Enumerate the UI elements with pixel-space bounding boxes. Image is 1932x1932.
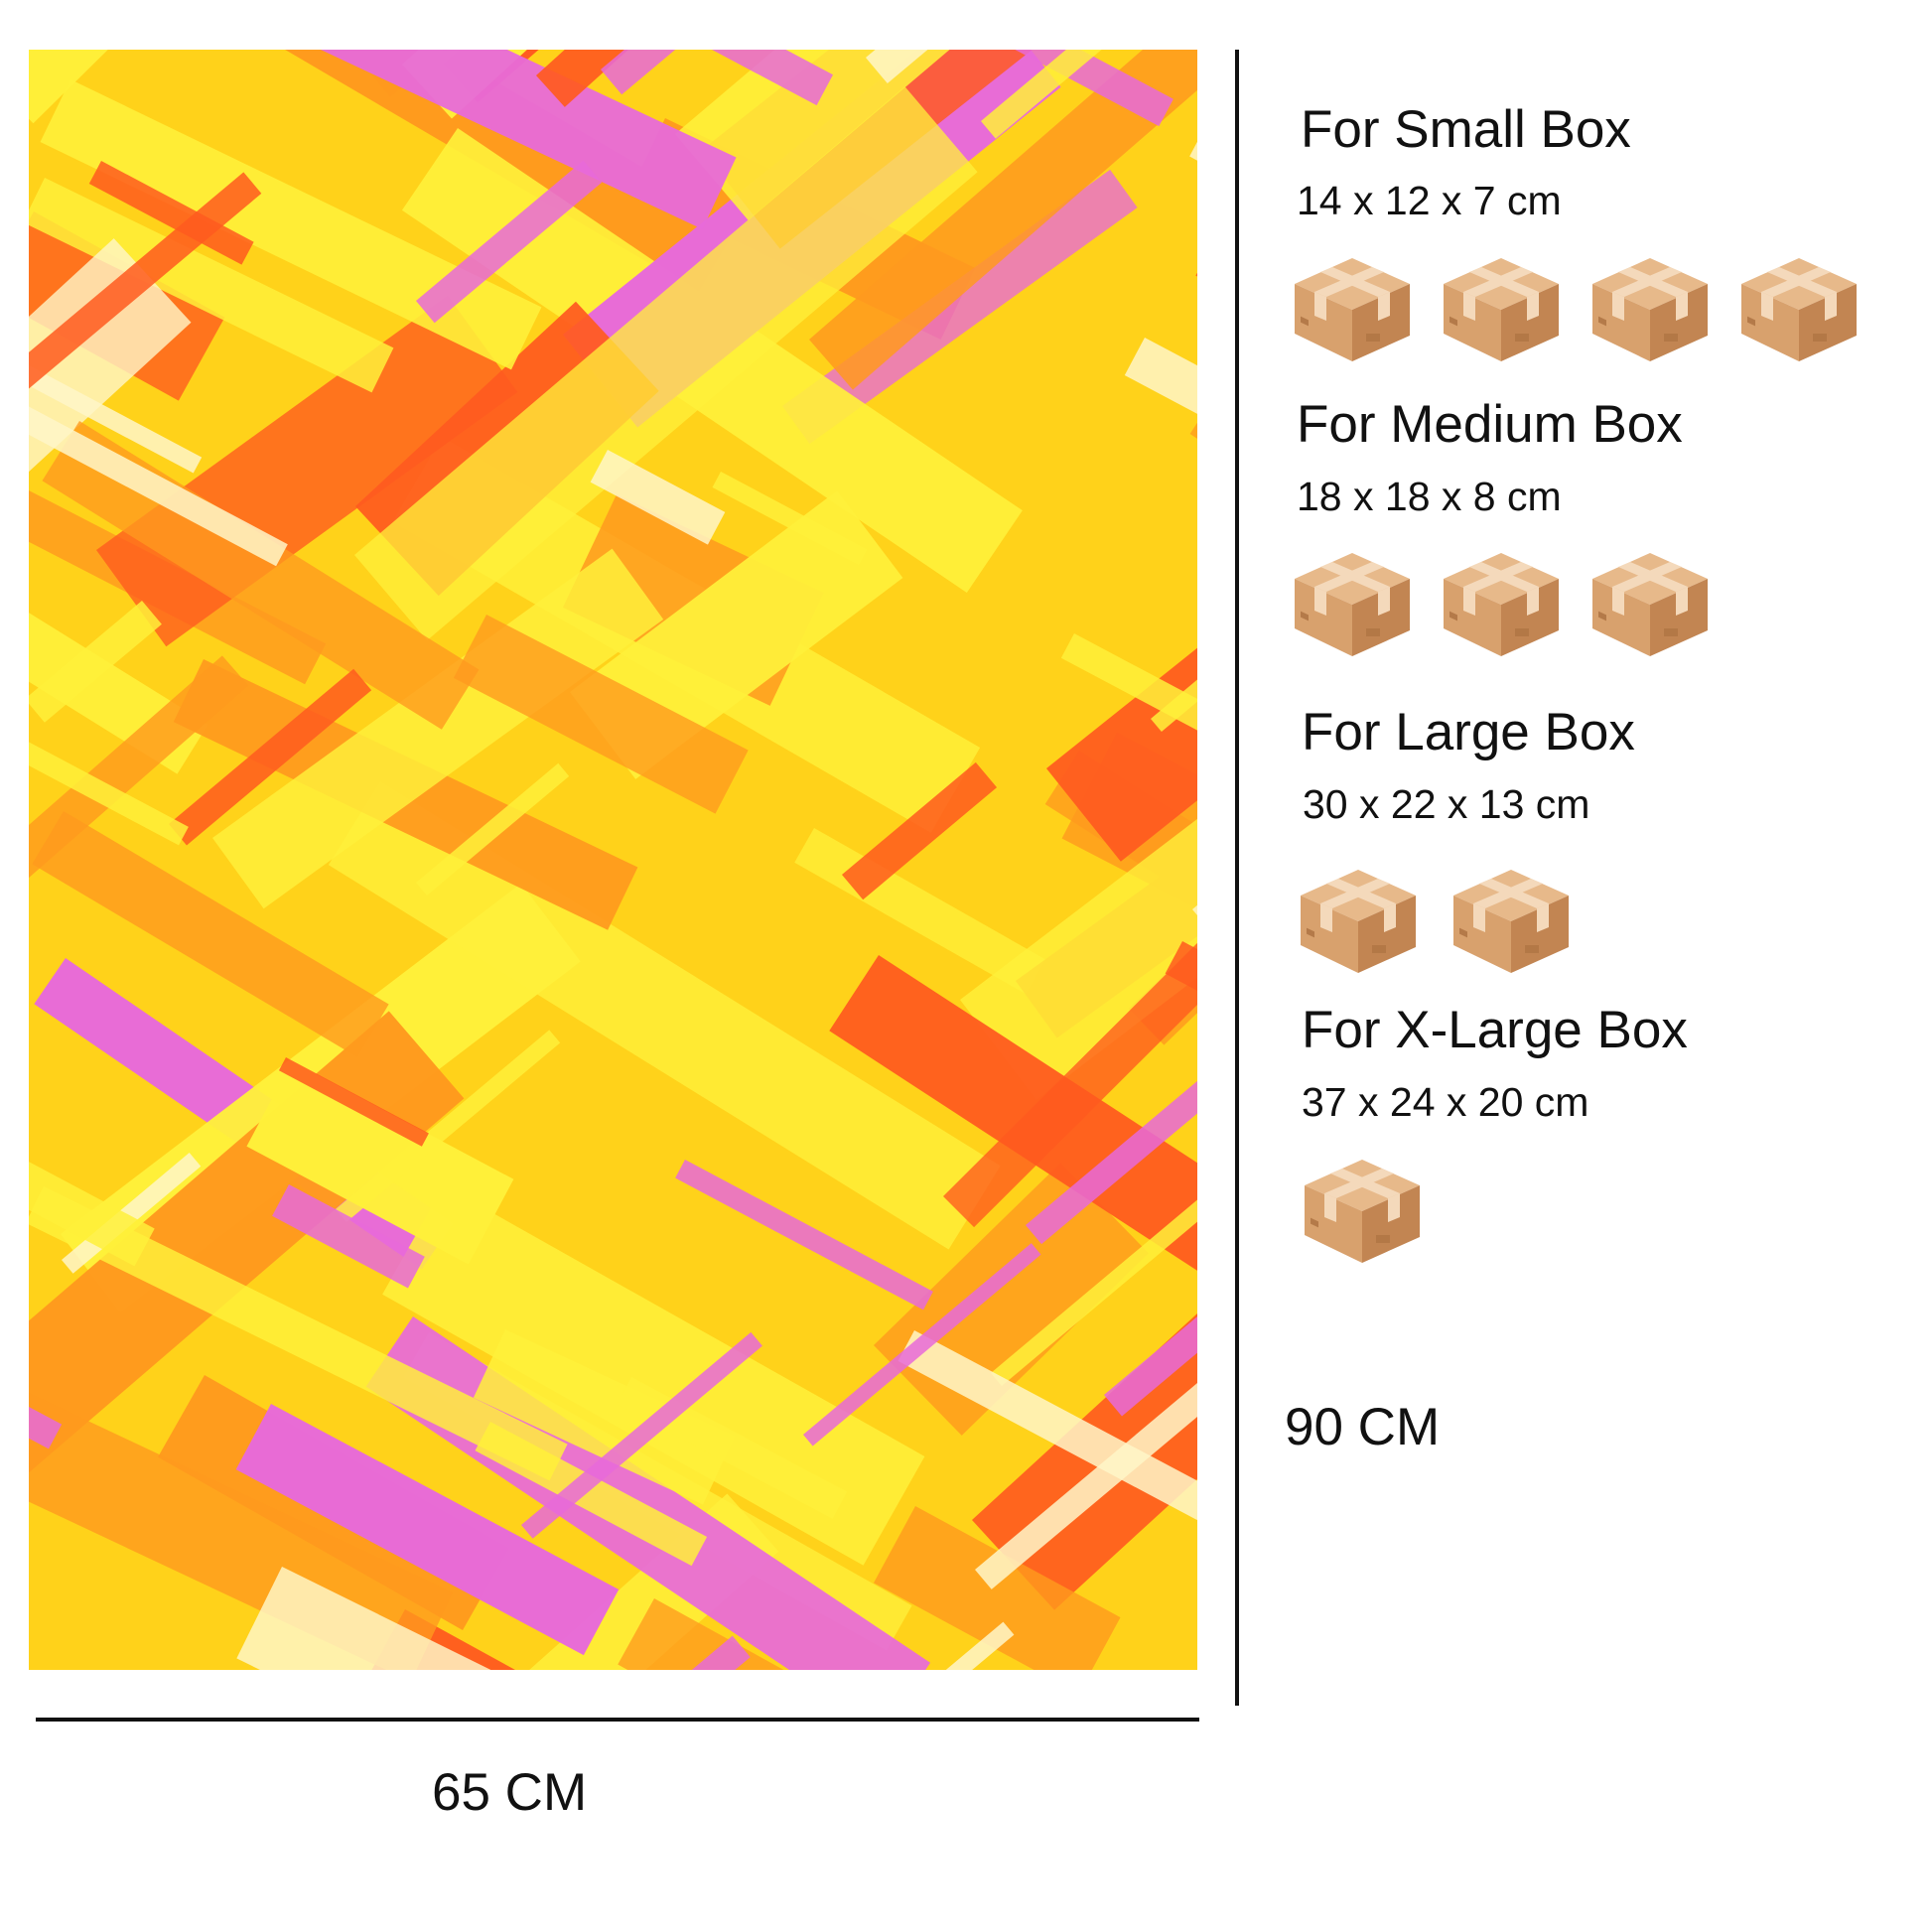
section-title-small: For Small Box (1301, 100, 1631, 159)
cardboard-box-icon (1453, 870, 1569, 973)
brush-stroke-pattern (29, 50, 1197, 1670)
section-size-large: 30 x 22 x 13 cm (1303, 781, 1590, 827)
cardboard-box-icon (1741, 258, 1857, 361)
box-icons-medium (1291, 549, 1712, 660)
cardboard-box-icon (1592, 258, 1708, 361)
height-label: 90 CM (1285, 1398, 1441, 1456)
width-label: 65 CM (432, 1763, 588, 1822)
height-dimension-line (1235, 50, 1239, 1706)
cardboard-box-icon (1592, 553, 1708, 656)
cardboard-box-icon (1295, 258, 1410, 361)
box-icons-large (1297, 866, 1573, 977)
section-size-xlarge: 37 x 24 x 20 cm (1302, 1079, 1589, 1125)
box-icons-small (1291, 254, 1861, 365)
cardboard-box-icon (1305, 1160, 1420, 1263)
section-title-medium: For Medium Box (1297, 395, 1683, 454)
section-size-small: 14 x 12 x 7 cm (1297, 178, 1562, 223)
cardboard-box-icon (1295, 553, 1410, 656)
section-title-xlarge: For X-Large Box (1302, 1001, 1688, 1059)
cardboard-box-icon (1301, 870, 1416, 973)
box-icons-xlarge (1301, 1156, 1424, 1267)
wrapping-paper-pattern (29, 50, 1197, 1670)
cardboard-box-icon (1444, 553, 1559, 656)
section-title-large: For Large Box (1302, 703, 1635, 761)
section-size-medium: 18 x 18 x 8 cm (1297, 474, 1562, 519)
cardboard-box-icon (1444, 258, 1559, 361)
width-dimension-line (36, 1718, 1199, 1722)
